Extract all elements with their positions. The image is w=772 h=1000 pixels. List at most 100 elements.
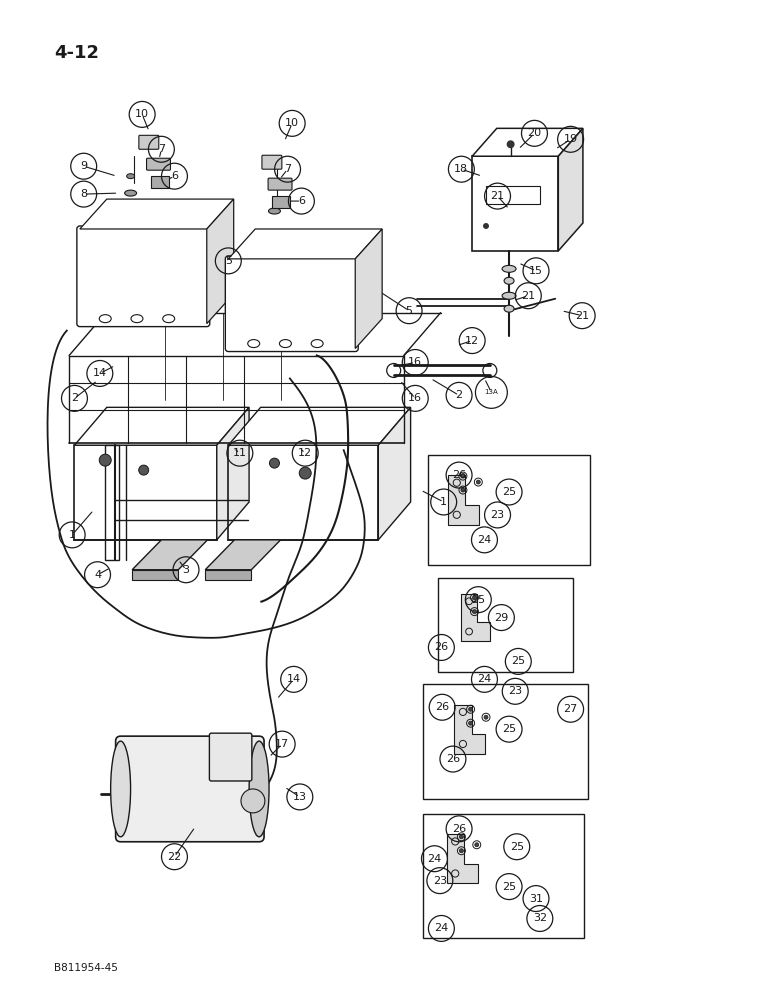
- Text: 4-12: 4-12: [54, 44, 99, 62]
- Text: 23: 23: [490, 510, 505, 520]
- Polygon shape: [355, 229, 382, 349]
- Text: 10: 10: [285, 118, 300, 128]
- Circle shape: [459, 849, 463, 853]
- Text: 25: 25: [511, 656, 526, 666]
- Text: 6: 6: [171, 171, 178, 181]
- Ellipse shape: [502, 292, 516, 299]
- Text: 7: 7: [157, 144, 165, 154]
- Ellipse shape: [124, 190, 137, 196]
- Text: 1: 1: [440, 497, 447, 507]
- Polygon shape: [205, 540, 280, 570]
- Text: 31: 31: [529, 894, 543, 904]
- Text: B811954-45: B811954-45: [54, 963, 117, 973]
- Text: 16: 16: [408, 357, 422, 367]
- Polygon shape: [132, 570, 178, 580]
- Polygon shape: [472, 128, 583, 156]
- Text: 25: 25: [502, 724, 516, 734]
- Bar: [423, 684, 588, 799]
- FancyBboxPatch shape: [116, 736, 264, 842]
- Circle shape: [139, 465, 149, 475]
- Bar: [151, 176, 169, 188]
- Text: 25: 25: [471, 595, 486, 605]
- Polygon shape: [558, 128, 583, 251]
- Polygon shape: [217, 407, 249, 540]
- Ellipse shape: [269, 208, 280, 214]
- FancyBboxPatch shape: [147, 158, 171, 170]
- Text: 17: 17: [275, 739, 290, 749]
- Text: 26: 26: [435, 702, 449, 712]
- FancyBboxPatch shape: [268, 178, 292, 190]
- Polygon shape: [461, 594, 490, 641]
- Text: 32: 32: [533, 913, 547, 923]
- Text: 6: 6: [298, 196, 305, 206]
- Circle shape: [483, 223, 489, 229]
- Text: 9: 9: [80, 161, 87, 171]
- Polygon shape: [229, 229, 382, 259]
- Text: 21: 21: [575, 311, 589, 321]
- Text: 24: 24: [428, 854, 442, 864]
- Bar: [423, 814, 584, 938]
- Circle shape: [241, 789, 265, 813]
- Circle shape: [469, 707, 472, 711]
- Text: 26: 26: [446, 754, 460, 764]
- Polygon shape: [132, 540, 208, 570]
- Text: 2: 2: [71, 393, 78, 403]
- Text: 20: 20: [527, 128, 541, 138]
- Text: 13A: 13A: [485, 389, 498, 395]
- Ellipse shape: [249, 741, 269, 837]
- Text: 4: 4: [94, 570, 101, 580]
- Text: 10: 10: [135, 109, 149, 119]
- Bar: [428, 455, 590, 565]
- Circle shape: [472, 596, 476, 600]
- Ellipse shape: [127, 174, 134, 179]
- Text: 3: 3: [182, 565, 189, 575]
- Polygon shape: [229, 407, 411, 445]
- Polygon shape: [454, 705, 486, 754]
- Polygon shape: [448, 475, 479, 525]
- Text: 26: 26: [452, 824, 466, 834]
- Circle shape: [100, 454, 111, 466]
- Polygon shape: [205, 570, 252, 580]
- Circle shape: [461, 488, 465, 492]
- Text: 24: 24: [435, 923, 449, 933]
- Text: 29: 29: [494, 613, 509, 623]
- Text: 21: 21: [521, 291, 535, 301]
- FancyBboxPatch shape: [225, 256, 358, 352]
- Text: 15: 15: [529, 266, 543, 276]
- Text: 16: 16: [408, 393, 422, 403]
- Text: 23: 23: [433, 876, 447, 886]
- Text: 5: 5: [405, 306, 412, 316]
- Bar: [74, 445, 217, 540]
- Ellipse shape: [502, 265, 516, 272]
- Circle shape: [461, 474, 465, 478]
- Bar: [105, 445, 119, 560]
- FancyBboxPatch shape: [77, 226, 210, 327]
- Text: 25: 25: [502, 882, 516, 892]
- Text: 25: 25: [502, 487, 516, 497]
- Text: 11: 11: [233, 448, 247, 458]
- Text: 24: 24: [477, 535, 492, 545]
- Text: 13: 13: [293, 792, 306, 802]
- Bar: [472, 156, 558, 251]
- Text: 5: 5: [225, 256, 232, 266]
- Circle shape: [469, 721, 472, 725]
- Text: 12: 12: [298, 448, 313, 458]
- Bar: [273, 196, 290, 208]
- Circle shape: [476, 480, 480, 484]
- Polygon shape: [80, 199, 234, 229]
- Ellipse shape: [504, 305, 514, 312]
- Text: 21: 21: [490, 191, 505, 201]
- Text: 14: 14: [93, 368, 107, 378]
- Text: 12: 12: [465, 336, 479, 346]
- Polygon shape: [74, 407, 249, 445]
- Circle shape: [475, 843, 479, 847]
- Polygon shape: [378, 407, 411, 540]
- FancyBboxPatch shape: [209, 733, 252, 781]
- Text: 18: 18: [454, 164, 469, 174]
- Ellipse shape: [110, 741, 130, 837]
- Text: 14: 14: [286, 674, 301, 684]
- Circle shape: [484, 715, 488, 719]
- Bar: [438, 578, 573, 672]
- Bar: [486, 186, 540, 204]
- Ellipse shape: [504, 277, 514, 284]
